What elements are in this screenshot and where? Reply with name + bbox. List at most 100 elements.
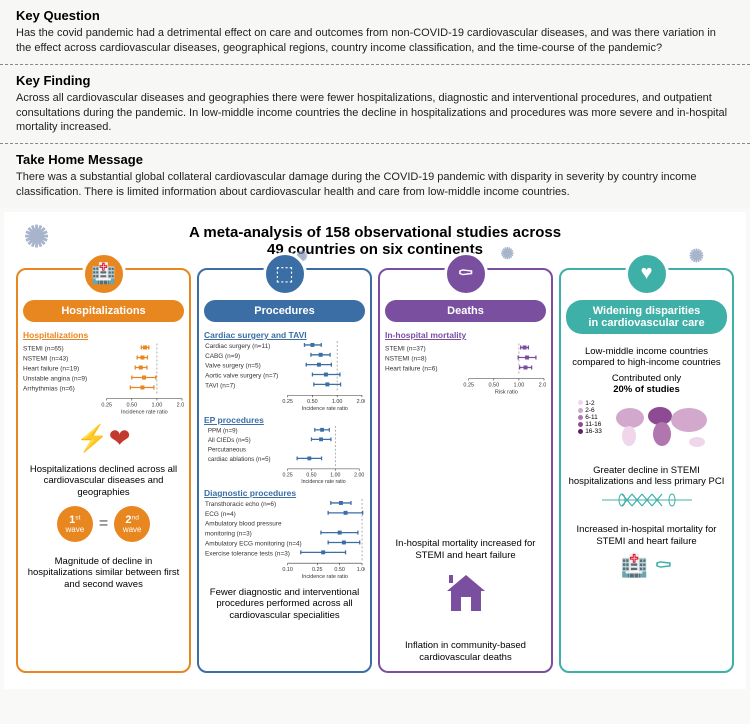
map-icon: [605, 400, 715, 455]
svg-text:0.50: 0.50: [307, 399, 318, 405]
take-home-block: Take Home Message There was a substantia…: [0, 144, 750, 208]
care-icon: ♥: [625, 252, 669, 296]
svg-text:monitoring (n=3): monitoring (n=3): [205, 530, 252, 537]
svg-text:NSTEMI (n=43): NSTEMI (n=43): [23, 355, 68, 362]
svg-text:Transthoracic echo (n=6): Transthoracic echo (n=6): [205, 501, 276, 508]
svg-text:Heart failure (n=19): Heart failure (n=19): [23, 365, 79, 372]
grave-icon: ⚰: [444, 252, 488, 296]
col4-blurb1: Low-middle income countries compared to …: [566, 346, 727, 369]
title-line2: 49 countries on six continents: [16, 241, 734, 258]
col1-label: Hospitalizations: [23, 300, 184, 322]
bottom-icons: 🏥 ⚰: [566, 553, 727, 579]
col1-section-label: Hospitalizations: [23, 330, 184, 340]
key-finding-block: Key Finding Across all cardiovascular di…: [0, 65, 750, 145]
col4-blurb4: Increased in-hospital mortality for STEM…: [566, 524, 727, 547]
infographic-title: ✺ ✺ ✺ ✺ A meta-analysis of 158 observati…: [16, 224, 734, 258]
infographic: ✺ ✺ ✺ ✺ A meta-analysis of 158 observati…: [4, 212, 746, 689]
col3-label: Deaths: [385, 300, 546, 322]
col3-section-label: In-hospital mortality: [385, 330, 546, 340]
svg-text:Unstable angina (n=9): Unstable angina (n=9): [23, 375, 87, 382]
col-disparities: ♥ Widening disparitiesin cardiovascular …: [559, 268, 734, 673]
svg-text:2.00: 2.00: [357, 399, 365, 405]
svg-text:Incidence rate ratio: Incidence rate ratio: [302, 406, 348, 412]
svg-text:Incidence rate ratio: Incidence rate ratio: [301, 479, 345, 485]
title-line1: A meta-analysis of 158 observational stu…: [189, 224, 561, 241]
columns: 🏥 Hospitalizations Hospitalizations STEM…: [16, 268, 734, 673]
svg-text:Ambulatory ECG monitoring (n=4: Ambulatory ECG monitoring (n=4): [205, 540, 302, 547]
svg-text:1.00: 1.00: [514, 382, 525, 388]
device-icon: ⬚: [263, 252, 307, 296]
svg-text:CABG (n=9): CABG (n=9): [205, 353, 240, 360]
svg-text:cardiac ablations (n=5): cardiac ablations (n=5): [208, 456, 271, 463]
svg-text:TAVI (n=7): TAVI (n=7): [205, 382, 235, 389]
svg-text:0.50: 0.50: [488, 382, 499, 388]
svg-text:2.00: 2.00: [539, 382, 546, 388]
svg-text:1.00: 1.00: [357, 567, 365, 573]
col2-sec0-label: Cardiac surgery and TAVI: [204, 330, 365, 340]
svg-text:0.50: 0.50: [334, 567, 345, 573]
col2-forest1: PPM (n=9)All CIEDs (n=5)Percutaneouscard…: [204, 426, 365, 486]
svg-text:1.00: 1.00: [152, 402, 163, 408]
house-icon: [385, 571, 546, 624]
svg-text:Valve surgery (n=5): Valve surgery (n=5): [205, 363, 261, 370]
wave1-circle: 1stwave: [57, 506, 93, 542]
col1-blurb1: Hospitalizations declined across all car…: [23, 464, 184, 498]
col4-blurb3: Greater decline in STEMI hospitalization…: [566, 465, 727, 488]
col2-forest0: Cardiac surgery (n=11)CABG (n=9)Valve su…: [204, 341, 365, 413]
svg-text:0.50: 0.50: [126, 402, 137, 408]
svg-text:Risk ratio: Risk ratio: [495, 389, 518, 395]
virus-icon: ✺: [689, 246, 704, 267]
col-hospitalizations: 🏥 Hospitalizations Hospitalizations STEM…: [16, 268, 191, 673]
col2-sec2-label: Diagnostic procedures: [204, 488, 365, 498]
key-question-heading: Key Question: [16, 8, 734, 23]
col2-blurb: Fewer diagnostic and interventional proc…: [204, 587, 365, 621]
svg-text:STEMI (n=37): STEMI (n=37): [385, 345, 426, 352]
svg-text:1.00: 1.00: [332, 399, 343, 405]
svg-text:Aortic valve surgery (n=7): Aortic valve surgery (n=7): [205, 372, 278, 379]
svg-text:Incidence rate ratio: Incidence rate ratio: [302, 574, 348, 580]
col2-forest2: Transthoracic echo (n=6)ECG (n=4)Ambulat…: [204, 499, 365, 581]
svg-text:0.25: 0.25: [312, 567, 323, 573]
heart-icon: ⚡❤: [23, 423, 184, 454]
col-deaths: ⚰ Deaths In-hospital mortality STEMI (n=…: [378, 268, 553, 673]
svg-text:0.25: 0.25: [463, 382, 474, 388]
svg-text:0.25: 0.25: [282, 472, 292, 478]
col3-blurb1: In-hospital mortality increased for STEM…: [385, 538, 546, 561]
svg-text:1.00: 1.00: [330, 472, 340, 478]
svg-text:0.25: 0.25: [282, 399, 293, 405]
svg-text:Heart failure (n=6): Heart failure (n=6): [385, 365, 438, 372]
key-question-block: Key Question Has the covid pandemic had …: [0, 0, 750, 65]
stent-icon: [566, 491, 727, 514]
col1-forest: STEMI (n=65) NSTEMI (n=43) Heart failure (…: [23, 341, 184, 419]
col1-blurb2: Magnitude of decline in hospitalizations…: [23, 556, 184, 590]
svg-text:0.50: 0.50: [306, 472, 316, 478]
wave2-circle: 2ndwave: [114, 506, 150, 542]
svg-text:Ambulatory blood pressure: Ambulatory blood pressure: [205, 521, 282, 528]
take-home-body: There was a substantial global collatera…: [16, 170, 734, 200]
svg-text:STEMI (n=65): STEMI (n=65): [23, 345, 64, 352]
hospital-icon: 🏥: [82, 252, 126, 296]
svg-text:Exercise tolerance tests (n=3): Exercise tolerance tests (n=3): [205, 550, 290, 557]
key-finding-body: Across all cardiovascular diseases and g…: [16, 91, 734, 136]
col4-label: Widening disparitiesin cardiovascular ca…: [566, 300, 727, 334]
wave-comparison: 1stwave = 2ndwave: [23, 506, 184, 542]
virus-icon: ✺: [24, 220, 49, 255]
col2-sec1-label: EP procedures: [204, 415, 365, 425]
col3-blurb2: Inflation in community-based cardiovascu…: [385, 640, 546, 663]
key-finding-heading: Key Finding: [16, 73, 734, 88]
map-legend: 1-22-66-1111-1616-33: [578, 400, 602, 436]
key-question-body: Has the covid pandemic had a detrimental…: [16, 26, 734, 56]
svg-text:2.00: 2.00: [177, 402, 184, 408]
svg-text:Arrhythmias (n=6): Arrhythmias (n=6): [23, 385, 75, 392]
col3-forest: STEMI (n=37) NSTEMI (n=8) Heart failure (n…: [385, 341, 546, 399]
svg-text:0.10: 0.10: [282, 567, 293, 573]
virus-icon: ✺: [501, 244, 514, 264]
svg-text:0.25: 0.25: [101, 402, 112, 408]
col4-blurb2: Contributed only20% of studies: [566, 373, 727, 396]
svg-text:NSTEMI (n=8): NSTEMI (n=8): [385, 355, 427, 362]
col2-label: Procedures: [204, 300, 365, 322]
svg-text:2.00: 2.00: [354, 472, 364, 478]
svg-text:Incidence rate ratio: Incidence rate ratio: [121, 409, 168, 415]
world-map: 1-22-66-1111-1616-33: [566, 400, 727, 455]
svg-text:Percutaneous: Percutaneous: [208, 447, 246, 454]
